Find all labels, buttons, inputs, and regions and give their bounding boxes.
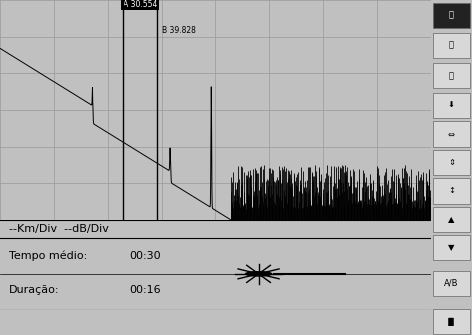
Text: ▼: ▼ (448, 244, 455, 252)
Text: Duração:: Duração: (8, 285, 59, 295)
Text: 💾: 💾 (449, 41, 454, 50)
Text: A 30.554: A 30.554 (123, 0, 157, 9)
FancyBboxPatch shape (433, 271, 470, 296)
Text: ▐▌: ▐▌ (445, 317, 458, 326)
Text: 00:30: 00:30 (129, 251, 161, 261)
Text: 📂: 📂 (449, 71, 454, 80)
FancyBboxPatch shape (433, 178, 470, 203)
Text: 00:16: 00:16 (129, 285, 161, 295)
Text: ↕: ↕ (448, 187, 455, 195)
Text: B 39.828: B 39.828 (161, 26, 195, 36)
Text: Tempo médio:: Tempo médio: (8, 251, 87, 261)
FancyBboxPatch shape (433, 122, 470, 147)
Circle shape (245, 272, 271, 276)
FancyBboxPatch shape (433, 207, 470, 232)
FancyBboxPatch shape (433, 235, 470, 261)
Text: ⬇: ⬇ (448, 101, 455, 110)
FancyBboxPatch shape (433, 93, 470, 118)
FancyBboxPatch shape (433, 150, 470, 175)
Text: ▲: ▲ (448, 215, 455, 224)
FancyBboxPatch shape (433, 63, 470, 88)
FancyBboxPatch shape (433, 33, 470, 58)
Text: ⇕: ⇕ (448, 158, 455, 167)
FancyBboxPatch shape (433, 309, 470, 334)
Text: --Km/Div  --dB/Div: --Km/Div --dB/Div (8, 224, 109, 234)
Text: 🔧: 🔧 (449, 11, 454, 19)
Text: ⇔: ⇔ (448, 130, 455, 138)
FancyBboxPatch shape (433, 3, 470, 27)
Text: A/B: A/B (444, 279, 459, 287)
